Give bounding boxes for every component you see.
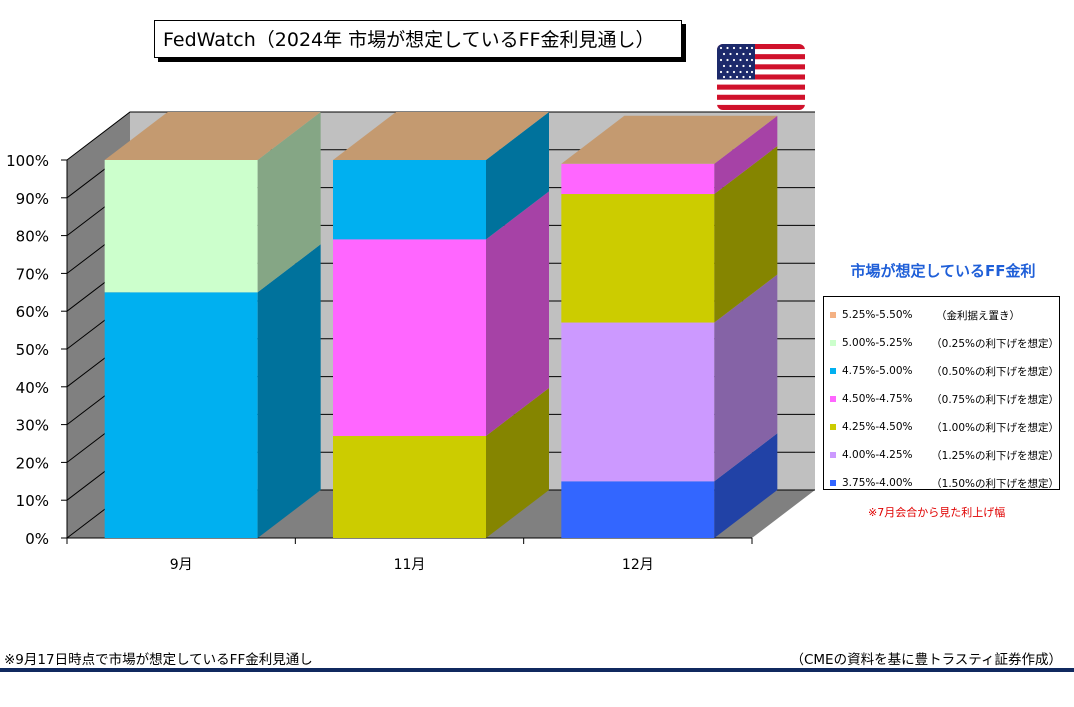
bar-segment bbox=[333, 435, 486, 538]
bar-segment bbox=[333, 239, 486, 436]
x-tick-label: 11月 bbox=[394, 557, 426, 573]
legend-swatch bbox=[830, 424, 836, 430]
bar-segment-side bbox=[486, 387, 549, 538]
legend-item: 5.25%-5.50% （金利据え置き） bbox=[824, 301, 1059, 329]
legend-label: 4.00%-4.25% bbox=[842, 449, 913, 461]
bar-segment-side bbox=[714, 433, 778, 538]
y-tick-label: 10% bbox=[16, 492, 49, 510]
bar-segment bbox=[104, 160, 258, 293]
y-tick-label: 80% bbox=[16, 228, 49, 246]
bar-segment bbox=[104, 292, 258, 538]
legend-swatch bbox=[830, 480, 836, 486]
legend-note: （金利据え置き） bbox=[936, 309, 1020, 322]
legend-note: （0.25%の利下げを想定） bbox=[931, 337, 1059, 350]
legend-note: （0.50%の利下げを想定） bbox=[931, 365, 1059, 378]
bar-segment-side bbox=[257, 244, 321, 539]
legend-item: 4.00%-4.25% （1.25%の利下げを想定） bbox=[824, 441, 1059, 469]
legend-note: （1.25%の利下げを想定） bbox=[931, 449, 1059, 462]
bar-top bbox=[333, 112, 549, 160]
legend-label: 5.00%-5.25% bbox=[842, 337, 913, 349]
us-flag-icon bbox=[717, 44, 805, 110]
bar-segment bbox=[333, 160, 486, 240]
legend-item: 5.00%-5.25% （0.25%の利下げを想定） bbox=[824, 329, 1059, 357]
y-tick-label: 50% bbox=[16, 341, 49, 359]
legend-item: 4.50%-4.75% （0.75%の利下げを想定） bbox=[824, 385, 1059, 413]
legend-label: 4.50%-4.75% bbox=[842, 393, 913, 405]
bar-segment-side bbox=[714, 115, 778, 195]
y-tick-label: 60% bbox=[16, 303, 49, 321]
legend-swatch bbox=[830, 340, 836, 346]
bar-segment-side bbox=[486, 112, 549, 240]
bottom-rule bbox=[0, 668, 1074, 672]
chart-title: FedWatch（2024年 市場が想定しているFF金利見通し） bbox=[154, 20, 682, 58]
legend-swatch bbox=[830, 396, 836, 402]
legend-item: 4.75%-5.00% （0.50%の利下げを想定） bbox=[824, 357, 1059, 385]
legend-label: 5.25%-5.50% bbox=[842, 309, 913, 321]
bar-top bbox=[561, 115, 778, 164]
bar-segment-side bbox=[714, 274, 778, 482]
legend: 5.25%-5.50% （金利据え置き） 5.00%-5.25% （0.25%の利下げ… bbox=[823, 296, 1060, 490]
y-tick-label: 40% bbox=[16, 379, 49, 397]
legend-swatch bbox=[830, 312, 836, 318]
legend-label: 4.75%-5.00% bbox=[842, 365, 913, 377]
x-tick-label: 9月 bbox=[170, 557, 193, 573]
footnote-date: ※9月17日時点で市場が想定しているFF金利見通し bbox=[4, 652, 313, 668]
legend-label: 4.25%-4.50% bbox=[842, 421, 913, 433]
bar-segment bbox=[561, 194, 715, 323]
y-tick-label: 70% bbox=[16, 265, 49, 283]
legend-note: （1.50%の利下げを想定） bbox=[931, 477, 1059, 490]
legend-title: 市場が想定しているFF金利 bbox=[850, 262, 1036, 280]
legend-footnote: ※7月会合から見た利上げ幅 bbox=[868, 506, 1006, 519]
bar-segment-side bbox=[714, 146, 778, 323]
legend-swatch bbox=[830, 368, 836, 374]
legend-item: 4.25%-4.50% （1.00%の利下げを想定） bbox=[824, 413, 1059, 441]
legend-item: 3.75%-4.00% （1.50%の利下げを想定） bbox=[824, 469, 1059, 497]
bar-segment-side bbox=[486, 191, 549, 436]
legend-swatch bbox=[830, 452, 836, 458]
y-tick-label: 30% bbox=[16, 417, 49, 435]
legend-note: （0.75%の利下げを想定） bbox=[931, 393, 1059, 406]
y-tick-label: 100% bbox=[6, 152, 49, 170]
bar-segment bbox=[561, 481, 715, 538]
legend-note: （1.00%の利下げを想定） bbox=[931, 421, 1059, 434]
bar-segment bbox=[561, 322, 715, 482]
bar-segment-side bbox=[257, 112, 321, 293]
y-tick-label: 90% bbox=[16, 190, 49, 208]
bar-segment bbox=[561, 163, 715, 195]
y-tick-label: 0% bbox=[25, 530, 49, 548]
x-tick-label: 12月 bbox=[622, 557, 654, 573]
legend-label: 3.75%-4.00% bbox=[842, 477, 913, 489]
footnote-source: （CMEの資料を基に豊トラスティ証券作成） bbox=[790, 652, 1062, 668]
gridline bbox=[66, 111, 815, 161]
bar-top bbox=[104, 112, 321, 160]
y-tick-label: 20% bbox=[16, 454, 49, 472]
